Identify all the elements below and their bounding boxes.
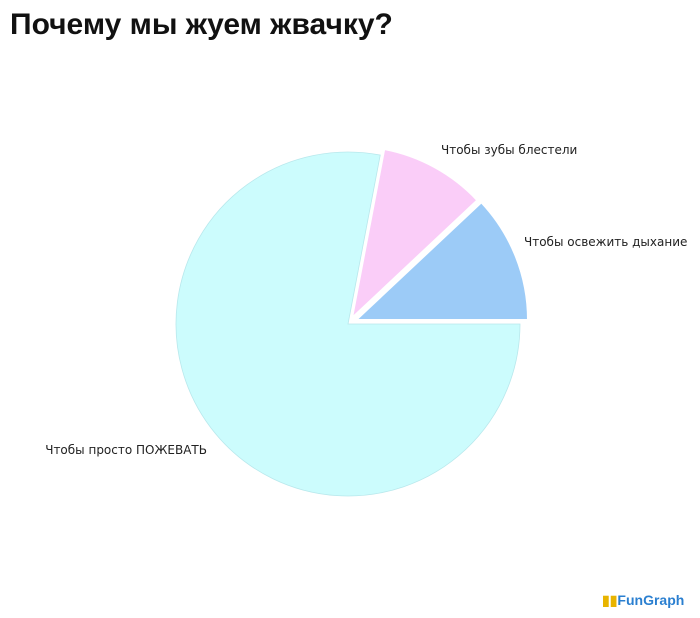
pie-slice [353,200,530,321]
pie-slice [175,151,521,497]
slice-label: Чтобы просто ПОЖЕВАТЬ [45,443,207,457]
chart-title: Почему мы жуем жвачку? [10,8,393,41]
pie-slice [350,147,479,321]
fungraph-logo: ▮▮FunGraph [602,592,685,608]
slice-label: Чтобы зубы блестели [441,143,577,157]
slice-label: Чтобы освежить дыхание [524,235,687,249]
